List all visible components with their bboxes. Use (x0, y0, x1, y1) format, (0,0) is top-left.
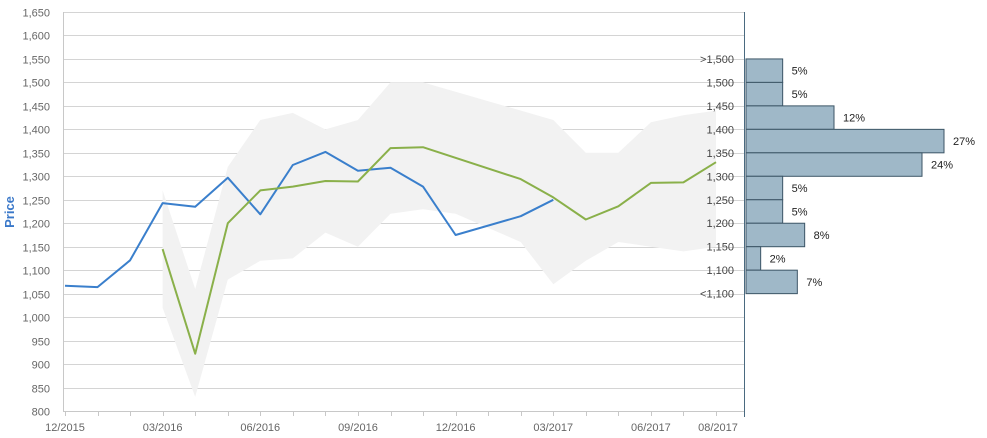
y-tick-label: 1,600 (22, 31, 50, 43)
histogram-bin-label: 1,300 (706, 171, 734, 183)
historical-price-line (64, 150, 554, 289)
x-tick-label: 06/2017 (631, 422, 671, 434)
histogram-bin-label: 1,400 (706, 124, 734, 136)
y-tick-label: 1,400 (22, 125, 50, 137)
histogram-bar (745, 175, 784, 201)
histogram-pct-label: 5% (792, 207, 808, 219)
histogram-bin-label: 1,250 (706, 195, 734, 207)
x-tick-label: 06/2016 (240, 422, 280, 434)
histogram-bin-label: 1,450 (706, 101, 734, 113)
histogram-bar (745, 269, 798, 295)
axes: 800 850 900 950 1,000 1,050 1,100 1,150 1,200 1,2… (22, 8, 745, 434)
target-price-line (161, 146, 717, 355)
histogram-bin-label: >1,500 (700, 54, 734, 66)
y-tick-label: 1,650 (22, 8, 50, 20)
histogram-pct-label: 5% (792, 183, 808, 195)
y-tick-label: 1,000 (22, 313, 50, 325)
y-tick-label: 1,450 (22, 102, 50, 114)
histogram-pct-label: 24% (931, 160, 953, 172)
histogram-pct-label: 2% (770, 253, 786, 265)
y-tick-label: 1,150 (22, 243, 50, 255)
y-tick-label: 900 (32, 360, 50, 372)
x-tick-label: 12/2016 (436, 422, 476, 434)
y-tick-label: 1,200 (22, 219, 50, 231)
histogram-bin-label: 1,500 (706, 77, 734, 89)
histogram-bar (745, 246, 762, 271)
x-tick-label: 08/2017 (698, 422, 738, 434)
y-axis-title: Price (2, 196, 17, 228)
histogram-bar (745, 199, 784, 224)
histogram-bar (745, 105, 835, 130)
y-tick-label: 1,350 (22, 149, 50, 161)
histogram-bin-label: 1,200 (706, 218, 734, 230)
histogram-pct-label: 12% (843, 113, 865, 125)
histogram-pct-label: 5% (792, 66, 808, 78)
x-tick-label: 09/2016 (338, 422, 378, 434)
histogram-bar (745, 152, 923, 177)
histogram-bar (745, 222, 806, 248)
x-tick-label: 03/2016 (143, 422, 183, 434)
histogram-pct-label: 8% (814, 230, 830, 242)
histogram-bar (745, 128, 945, 154)
histogram-bin-label: 1,350 (706, 148, 734, 160)
histogram-bar (745, 81, 784, 107)
histogram-pct-label: 27% (953, 136, 975, 148)
y-tick-label: 1,300 (22, 172, 50, 184)
histogram-bin-label: 1,150 (706, 242, 734, 254)
x-tick-label: 12/2015 (45, 422, 85, 434)
y-tick-label: 1,050 (22, 290, 50, 302)
y-tick-label: 950 (32, 337, 50, 349)
histogram-pct-label: 5% (792, 89, 808, 101)
price-series (64, 146, 717, 355)
y-tick-label: 1,550 (22, 55, 50, 67)
y-tick-label: 800 (32, 407, 50, 419)
histogram-bin-label: 1,100 (706, 265, 734, 277)
price-distribution-histogram: >1,500 5% 1,500 5% 1,450 12% 1,400 27% 1,350 24% 1… (700, 54, 975, 301)
y-tick-label: 1,100 (22, 266, 50, 278)
y-tick-label: 1,250 (22, 196, 50, 208)
histogram-bar (745, 58, 784, 83)
y-tick-label: 850 (32, 384, 50, 396)
histogram-bin-label: <1,100 (700, 289, 734, 301)
y-tick-label: 1,500 (22, 78, 50, 90)
histogram-pct-label: 7% (806, 277, 822, 289)
x-tick-label: 03/2017 (533, 422, 573, 434)
